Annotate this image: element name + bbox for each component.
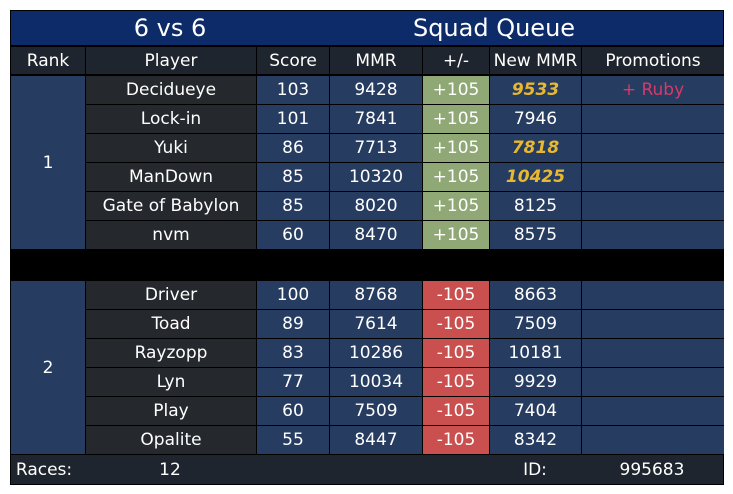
player: Opalite bbox=[86, 426, 256, 454]
delta: -105 bbox=[423, 426, 489, 454]
player: ManDown bbox=[86, 163, 256, 191]
player: Decidueye bbox=[86, 76, 256, 104]
mmr: 10320 bbox=[330, 163, 422, 191]
score: 77 bbox=[257, 368, 329, 396]
player: Lock-in bbox=[86, 105, 256, 133]
player: Toad bbox=[86, 310, 256, 338]
mmr: 9428 bbox=[330, 76, 422, 104]
new-mmr: 7509 bbox=[490, 310, 581, 338]
promotion bbox=[582, 281, 724, 309]
column-header: MMR bbox=[330, 47, 422, 74]
player: Lyn bbox=[86, 368, 256, 396]
promotion: + Ruby bbox=[582, 76, 724, 104]
mode: 6 vs 6 bbox=[133, 14, 207, 42]
column-header: Player bbox=[86, 47, 256, 74]
score: 86 bbox=[257, 134, 329, 162]
new-mmr: 7946 bbox=[490, 105, 581, 133]
score: 60 bbox=[257, 221, 329, 249]
mmr: 8020 bbox=[330, 192, 422, 220]
footer bbox=[11, 455, 723, 484]
title-bar bbox=[11, 11, 723, 45]
promotion bbox=[582, 426, 724, 454]
delta: +105 bbox=[423, 163, 489, 191]
id-label: ID: bbox=[523, 459, 547, 480]
new-mmr: 7818 bbox=[490, 134, 581, 162]
promotion bbox=[582, 397, 724, 425]
score: 103 bbox=[257, 76, 329, 104]
score: 55 bbox=[257, 426, 329, 454]
new-mmr: 10425 bbox=[490, 163, 581, 191]
new-mmr: 8342 bbox=[490, 426, 581, 454]
promotion bbox=[582, 368, 724, 396]
mmr: 8447 bbox=[330, 426, 422, 454]
score: 100 bbox=[257, 281, 329, 309]
score: 89 bbox=[257, 310, 329, 338]
new-mmr: 10181 bbox=[490, 339, 581, 367]
score: 85 bbox=[257, 192, 329, 220]
new-mmr: 7404 bbox=[490, 397, 581, 425]
new-mmr: 8663 bbox=[490, 281, 581, 309]
new-mmr: 9929 bbox=[490, 368, 581, 396]
score: 101 bbox=[257, 105, 329, 133]
mmr: 7614 bbox=[330, 310, 422, 338]
mmr: 8768 bbox=[330, 281, 422, 309]
player: Yuki bbox=[86, 134, 256, 162]
player: nvm bbox=[86, 221, 256, 249]
mmr: 7509 bbox=[330, 397, 422, 425]
promotion bbox=[582, 339, 724, 367]
races-label: Races: bbox=[15, 459, 73, 480]
delta: +105 bbox=[423, 192, 489, 220]
player: Driver bbox=[86, 281, 256, 309]
column-header: Promotions bbox=[582, 47, 724, 74]
score: 60 bbox=[257, 397, 329, 425]
column-header: Score bbox=[257, 47, 329, 74]
new-mmr: 9533 bbox=[490, 76, 581, 104]
promotion bbox=[582, 221, 724, 249]
delta: +105 bbox=[423, 105, 489, 133]
player: Rayzopp bbox=[86, 339, 256, 367]
id: 995683 bbox=[619, 459, 685, 480]
score: 83 bbox=[257, 339, 329, 367]
delta: -105 bbox=[423, 368, 489, 396]
rank: 1 bbox=[11, 76, 85, 249]
player: Play bbox=[86, 397, 256, 425]
column-header: +/- bbox=[423, 47, 489, 74]
delta: +105 bbox=[423, 134, 489, 162]
delta: -105 bbox=[423, 281, 489, 309]
delta: +105 bbox=[423, 221, 489, 249]
column-header: New MMR bbox=[490, 47, 581, 74]
delta: -105 bbox=[423, 397, 489, 425]
new-mmr: 8575 bbox=[490, 221, 581, 249]
mmr: 10286 bbox=[330, 339, 422, 367]
score: 85 bbox=[257, 163, 329, 191]
promotion bbox=[582, 105, 724, 133]
mmr: 7713 bbox=[330, 134, 422, 162]
promotion bbox=[582, 163, 724, 191]
mmr: 8470 bbox=[330, 221, 422, 249]
delta: -105 bbox=[423, 310, 489, 338]
new-mmr: 8125 bbox=[490, 192, 581, 220]
mmr: 10034 bbox=[330, 368, 422, 396]
delta: -105 bbox=[423, 339, 489, 367]
title: Squad Queue bbox=[412, 14, 576, 42]
rank: 2 bbox=[11, 281, 85, 454]
column-header: Rank bbox=[11, 47, 85, 74]
player: Gate of Babylon bbox=[86, 192, 256, 220]
promotion bbox=[582, 134, 724, 162]
races: 12 bbox=[159, 459, 181, 480]
promotion bbox=[582, 310, 724, 338]
mmr: 7841 bbox=[330, 105, 422, 133]
delta: +105 bbox=[423, 76, 489, 104]
promotion bbox=[582, 192, 724, 220]
